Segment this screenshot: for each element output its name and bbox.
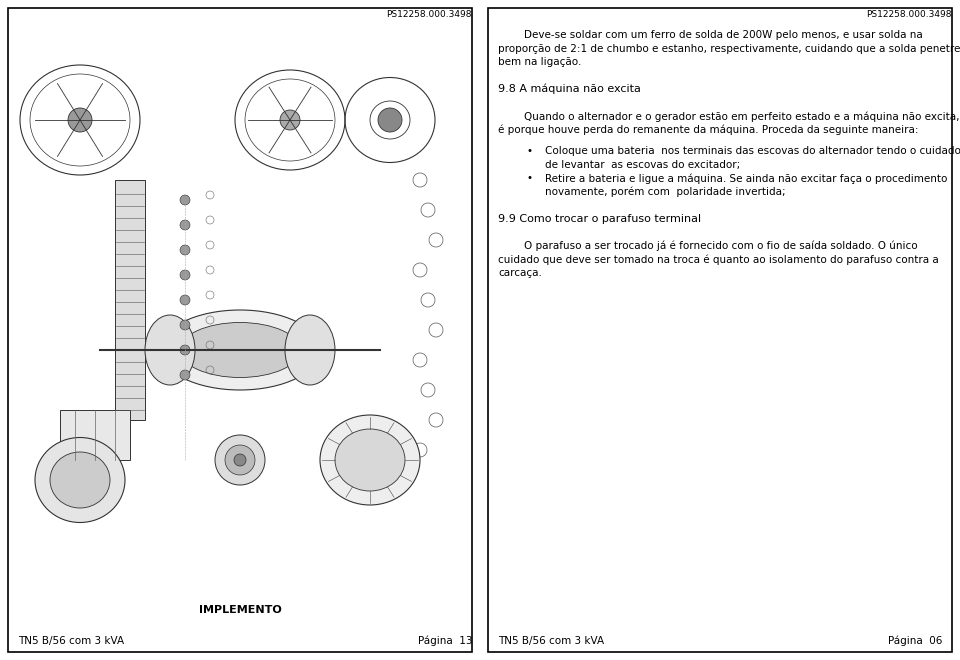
Circle shape xyxy=(180,195,190,205)
Ellipse shape xyxy=(35,438,125,523)
Text: •: • xyxy=(527,173,533,183)
Circle shape xyxy=(68,108,92,132)
Text: carcaça.: carcaça. xyxy=(498,267,541,278)
Text: 9.9 Como trocar o parafuso terminal: 9.9 Como trocar o parafuso terminal xyxy=(498,214,701,224)
Circle shape xyxy=(215,435,265,485)
Bar xyxy=(115,180,145,420)
Circle shape xyxy=(180,370,190,380)
Bar xyxy=(60,410,130,460)
Circle shape xyxy=(280,110,300,130)
Text: 9.8 A máquina não excita: 9.8 A máquina não excita xyxy=(498,84,641,94)
Text: PS12258.000.3498: PS12258.000.3498 xyxy=(867,10,952,19)
Text: Deve-se soldar com um ferro de solda de 200W pelo menos, e usar solda na: Deve-se soldar com um ferro de solda de … xyxy=(498,30,923,40)
FancyBboxPatch shape xyxy=(488,8,952,652)
Circle shape xyxy=(378,108,402,132)
Text: proporção de 2:1 de chumbo e estanho, respectivamente, cuidando que a solda pene: proporção de 2:1 de chumbo e estanho, re… xyxy=(498,44,960,53)
Circle shape xyxy=(234,454,246,466)
Ellipse shape xyxy=(160,310,320,390)
Circle shape xyxy=(225,445,255,475)
Text: O parafuso a ser trocado já é fornecido com o fio de saída soldado. O único: O parafuso a ser trocado já é fornecido … xyxy=(498,241,918,251)
Circle shape xyxy=(180,295,190,305)
Text: Quando o alternador e o gerador estão em perfeito estado e a máquina não excita,: Quando o alternador e o gerador estão em… xyxy=(498,111,959,121)
FancyBboxPatch shape xyxy=(8,8,472,652)
Text: novamente, porém com  polaridade invertida;: novamente, porém com polaridade invertid… xyxy=(545,187,785,197)
Ellipse shape xyxy=(335,429,405,491)
Text: de levantar  as escovas do excitador;: de levantar as escovas do excitador; xyxy=(545,160,740,170)
Circle shape xyxy=(180,220,190,230)
Text: é porque houve perda do remanente da máquina. Proceda da seguinte maneira:: é porque houve perda do remanente da máq… xyxy=(498,125,919,135)
Circle shape xyxy=(180,245,190,255)
Ellipse shape xyxy=(50,452,110,508)
Text: TN5 B/56 com 3 kVA: TN5 B/56 com 3 kVA xyxy=(18,636,124,646)
Circle shape xyxy=(180,345,190,355)
Text: •: • xyxy=(527,146,533,156)
Text: Coloque uma bateria  nos terminais das escovas do alternador tendo o cuidado: Coloque uma bateria nos terminais das es… xyxy=(545,146,960,156)
Circle shape xyxy=(180,270,190,280)
Text: TN5 B/56 com 3 kVA: TN5 B/56 com 3 kVA xyxy=(498,636,604,646)
Circle shape xyxy=(180,320,190,330)
Text: bem na ligação.: bem na ligação. xyxy=(498,57,582,67)
Text: cuidado que deve ser tomado na troca é quanto ao isolamento do parafuso contra a: cuidado que deve ser tomado na troca é q… xyxy=(498,254,939,265)
Text: Página  06: Página 06 xyxy=(888,636,942,646)
Ellipse shape xyxy=(320,415,420,505)
Text: IMPLEMENTO: IMPLEMENTO xyxy=(199,605,281,615)
Ellipse shape xyxy=(285,315,335,385)
Text: Retire a bateria e ligue a máquina. Se ainda não excitar faça o procedimento: Retire a bateria e ligue a máquina. Se a… xyxy=(545,173,948,183)
Ellipse shape xyxy=(145,315,195,385)
Text: Página  13: Página 13 xyxy=(418,636,472,646)
Text: PS12258.000.3498: PS12258.000.3498 xyxy=(387,10,472,19)
Ellipse shape xyxy=(180,323,300,378)
